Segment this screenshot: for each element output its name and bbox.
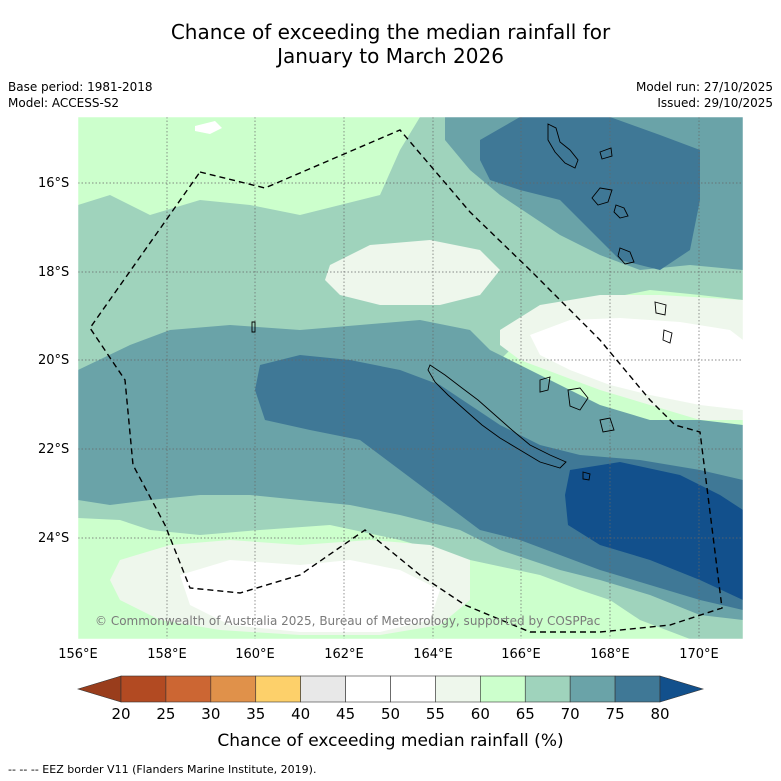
colorbar-swatch (480, 675, 526, 703)
base-period-text: Base period: 1981-2018 (8, 80, 153, 94)
vanuatu-island-coast (599, 147, 613, 160)
lon-label: 160°E (235, 647, 275, 662)
probability-field (78, 117, 743, 639)
field-50-55-east (530, 318, 743, 410)
field-above-80 (565, 462, 743, 600)
eez-legend: -- -- -- EEZ border V11 (Flanders Marine… (8, 763, 317, 776)
matthew-island-coast (654, 301, 667, 316)
field-75-80-north (480, 117, 700, 270)
new-caledonia-coast (427, 364, 567, 469)
issued-text: Issued: 29/10/2025 (657, 96, 773, 110)
colorbar-swatch (614, 675, 661, 703)
colorbar-swatches (120, 675, 661, 703)
vanuatu-efate-coast (613, 204, 629, 219)
lat-label: 24°S (38, 531, 70, 546)
colorbar-tick-label: 75 (605, 705, 625, 723)
colorbar-tick-label: 40 (291, 705, 311, 723)
lon-label: 170°E (679, 647, 719, 662)
isle-of-pines-coast (582, 471, 591, 481)
lat-label: 22°S (38, 442, 70, 457)
colorbar-low-extend (76, 675, 122, 703)
colorbar-tick-label: 25 (156, 705, 176, 723)
vanuatu-tanna-coast (617, 247, 635, 265)
colorbar-tick-label: 60 (470, 705, 490, 723)
field-55-60-central (325, 240, 500, 305)
colorbar-tick-label: 20 (111, 705, 131, 723)
vanuatu-santo-coast (547, 123, 579, 169)
colorbar-tick-label: 80 (650, 705, 670, 723)
colorbar (76, 675, 705, 703)
colorbar-tick-label: 45 (336, 705, 356, 723)
colorbar-swatch (345, 675, 391, 703)
lon-label: 156°E (58, 647, 98, 662)
colorbar-tick-label: 65 (515, 705, 535, 723)
colorbar-high-extend (659, 675, 705, 703)
copyright-notice: © Commonwealth of Australia 2025, Bureau… (95, 614, 601, 628)
title-line-2: January to March 2026 (277, 44, 504, 68)
lat-label: 20°S (38, 353, 70, 368)
colorbar-swatch (524, 675, 571, 703)
colorbar-tick-label: 55 (425, 705, 445, 723)
colorbar-tick-label: 30 (201, 705, 221, 723)
lon-label: 158°E (147, 647, 187, 662)
vanuatu-island-coast-2 (591, 187, 613, 206)
colorbar-swatch (390, 675, 436, 703)
model-text: Model: ACCESS-S2 (8, 96, 120, 110)
model-run-text: Model run: 27/10/2025 (635, 80, 773, 94)
lon-label: 166°E (501, 647, 541, 662)
loyalty-island-coast (539, 376, 551, 393)
eez-border (89, 129, 723, 633)
colorbar-swatch (435, 675, 481, 703)
graticule (78, 117, 743, 639)
small-island-coast (251, 321, 256, 333)
lon-label: 164°E (413, 647, 453, 662)
colorbar-swatch (120, 675, 167, 703)
lat-label: 16°S (38, 176, 70, 191)
colorbar-swatch (210, 675, 257, 703)
colorbar-swatch (255, 675, 301, 703)
colorbar-swatch (165, 675, 212, 703)
coastlines (251, 123, 673, 481)
field-50-55-south (180, 560, 440, 632)
colorbar-swatch (569, 675, 616, 703)
map-frame (77, 116, 744, 640)
lon-label: 168°E (590, 647, 630, 662)
colorbar-tick-label: 35 (246, 705, 266, 723)
field-50-55-small (195, 121, 222, 134)
lon-label: 162°E (324, 647, 364, 662)
hunter-island-coast (662, 329, 673, 344)
loyalty-island-coast-2 (567, 387, 589, 411)
colorbar-tick-label: 70 (560, 705, 580, 723)
loyalty-island-coast-3 (599, 417, 615, 433)
colorbar-tick-label: 50 (380, 705, 401, 723)
colorbar-swatch (300, 675, 346, 703)
colorbar-label: Chance of exceeding median rainfall (%) (217, 731, 564, 751)
lat-label: 18°S (38, 265, 70, 280)
title-line-1: Chance of exceeding the median rainfall … (170, 20, 611, 44)
